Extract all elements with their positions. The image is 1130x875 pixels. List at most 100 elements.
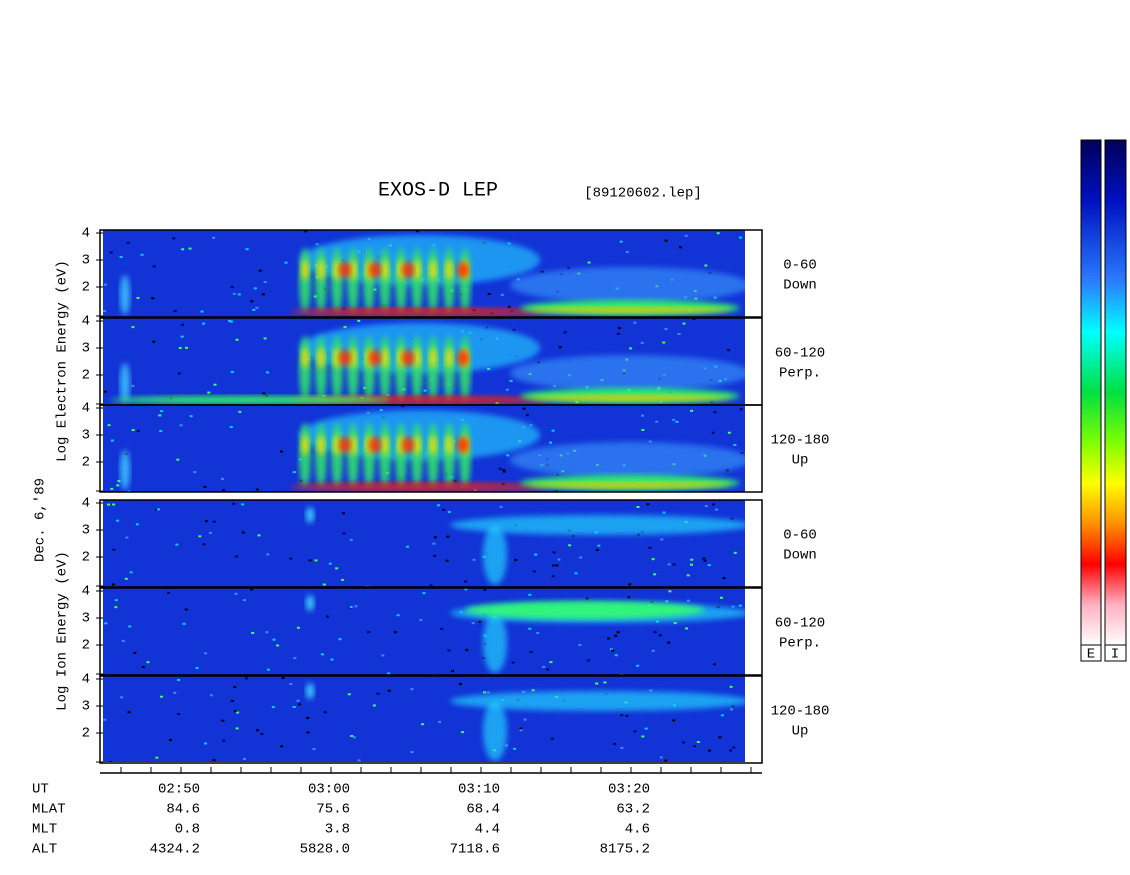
speckle xyxy=(261,293,265,296)
speckle xyxy=(338,638,342,641)
speckle xyxy=(155,508,159,511)
speckle xyxy=(641,735,645,738)
speckle xyxy=(502,469,506,472)
panel-edge xyxy=(745,676,762,763)
speckle xyxy=(179,424,183,427)
intensity-feature xyxy=(510,442,745,478)
speckle xyxy=(298,703,302,706)
speckle xyxy=(146,661,150,664)
speckle xyxy=(172,237,176,240)
speckle xyxy=(461,731,465,734)
speckle xyxy=(188,247,192,250)
intensity-feature xyxy=(120,363,130,403)
speckle xyxy=(152,340,156,343)
speckle xyxy=(328,562,332,565)
speckle xyxy=(557,558,561,561)
speckle xyxy=(483,691,487,694)
speckle xyxy=(114,606,118,609)
intensity-feature xyxy=(381,348,389,368)
speckle xyxy=(189,415,193,418)
speckle xyxy=(684,234,688,237)
speckle xyxy=(563,331,567,334)
speckle xyxy=(707,749,711,752)
speckle xyxy=(664,239,668,242)
speckle xyxy=(551,575,555,578)
speckle xyxy=(314,559,318,562)
speckle xyxy=(702,557,706,560)
speckle xyxy=(204,742,208,745)
speckle xyxy=(704,505,708,508)
speckle xyxy=(620,746,624,749)
speckle xyxy=(662,511,666,514)
speckle xyxy=(349,538,353,541)
speckle xyxy=(729,685,733,688)
speckle xyxy=(266,553,270,556)
speckle xyxy=(668,590,672,593)
intensity-feature xyxy=(429,348,437,368)
intensity-feature xyxy=(445,260,453,280)
panel-frame xyxy=(99,499,763,588)
speckle xyxy=(127,711,131,714)
panel-frame xyxy=(99,229,763,318)
y-tick-label: 4 xyxy=(82,584,90,600)
y-tick-label: 3 xyxy=(82,428,90,444)
intensity-feature xyxy=(317,348,325,368)
speckle xyxy=(445,559,449,562)
row-value: 63.2 xyxy=(616,802,650,818)
speckle xyxy=(104,622,108,625)
speckle xyxy=(168,738,172,741)
intensity-feature xyxy=(333,260,341,280)
speckle xyxy=(625,251,629,254)
speckle xyxy=(648,546,652,549)
row-value: 3.8 xyxy=(325,822,350,838)
speckle xyxy=(124,577,128,580)
speckle xyxy=(578,643,582,646)
speckle xyxy=(117,480,121,483)
speckle xyxy=(658,634,662,637)
speckle xyxy=(121,639,125,642)
pitch-range: 0-60 xyxy=(783,528,817,544)
speckle xyxy=(111,583,115,586)
speckle xyxy=(141,666,145,669)
speckle xyxy=(720,714,724,717)
speckle xyxy=(177,678,181,681)
intensity-feature xyxy=(397,348,405,368)
speckle xyxy=(625,714,629,717)
speckle xyxy=(284,261,288,264)
speckle xyxy=(730,708,734,711)
speckle xyxy=(313,295,317,298)
speckle xyxy=(212,759,216,762)
speckle xyxy=(568,544,572,547)
pitch-direction: Perp. xyxy=(779,636,821,652)
speckle xyxy=(607,637,611,640)
intensity-feature xyxy=(339,262,351,278)
intensity-feature xyxy=(369,437,381,453)
speckle xyxy=(679,246,683,249)
speckle xyxy=(387,689,391,692)
speckle xyxy=(393,631,397,634)
speckle xyxy=(512,328,516,331)
speckle xyxy=(178,347,182,350)
speckle xyxy=(522,690,526,693)
speckle xyxy=(250,300,254,303)
speckle xyxy=(230,286,234,289)
speckle xyxy=(546,668,550,671)
speckle xyxy=(675,420,679,423)
speckle xyxy=(366,631,370,634)
intensity-feature xyxy=(457,350,469,366)
intensity-feature xyxy=(120,275,130,315)
panel-background xyxy=(103,500,745,587)
speckle xyxy=(209,694,213,697)
speckle xyxy=(260,733,264,736)
speckle xyxy=(272,638,276,641)
row-label: MLAT xyxy=(32,802,66,818)
spectrogram-panel xyxy=(103,588,745,677)
speckle xyxy=(234,592,238,595)
speckle xyxy=(614,654,618,657)
speckle xyxy=(689,563,693,566)
intensity-feature xyxy=(402,437,414,453)
intensity-feature xyxy=(381,435,389,455)
speckle xyxy=(204,652,208,655)
speckle xyxy=(372,704,376,707)
